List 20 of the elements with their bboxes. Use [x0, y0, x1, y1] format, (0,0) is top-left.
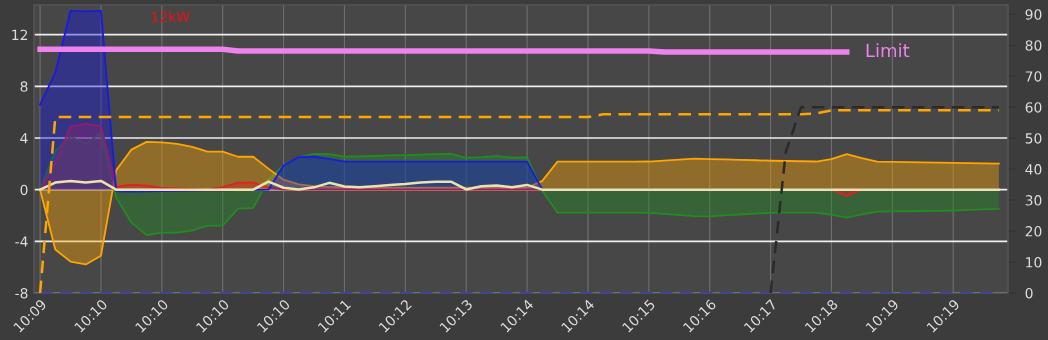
y2-tick-label: 10	[1026, 257, 1042, 268]
y-tick-label: -8	[15, 287, 28, 299]
y2-tick-label: 60	[1025, 102, 1042, 113]
line-series	[38, 109, 1001, 293]
y-tick-label: 8	[20, 81, 28, 92]
y2-tick-label: 90	[1025, 9, 1042, 20]
line-series	[38, 179, 1001, 191]
annotation: 12kW	[152, 11, 190, 22]
y-tick-label: 12	[12, 29, 28, 40]
y2-tick-label: 30	[1025, 195, 1042, 206]
y2-tick-label: 0	[1025, 287, 1033, 299]
y2-tick-label: 20	[1025, 226, 1042, 237]
series-label: Limit	[866, 43, 910, 57]
y2-tick-label: 80	[1025, 40, 1042, 51]
y2-tick-label: 40	[1025, 164, 1042, 175]
y-tick-label: -4	[15, 236, 28, 247]
y2-tick-label: 50	[1025, 133, 1042, 144]
y-tick-label: 4	[20, 133, 28, 144]
y2-tick-label: 70	[1025, 71, 1042, 82]
y-tick-label: 0	[20, 184, 28, 196]
